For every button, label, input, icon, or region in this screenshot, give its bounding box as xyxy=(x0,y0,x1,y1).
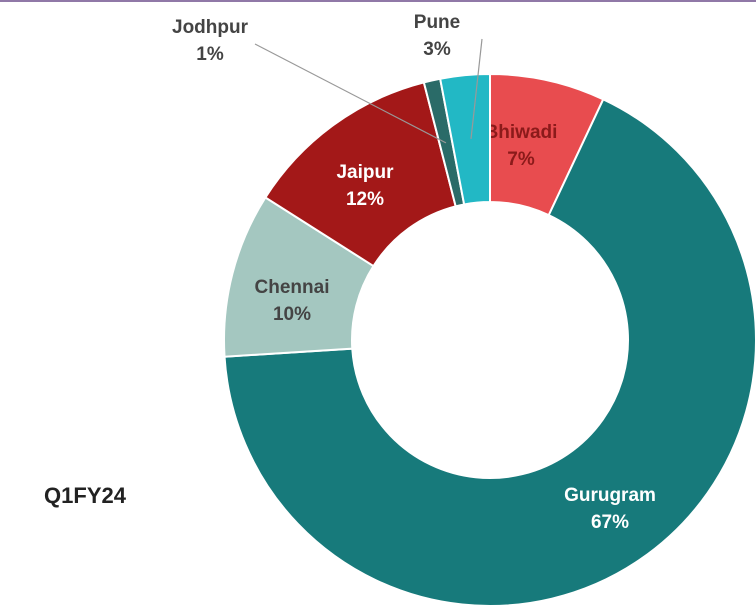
slice-value-label: 3% xyxy=(423,39,451,60)
slice-value-label: 7% xyxy=(507,149,535,170)
leader-line xyxy=(470,38,483,139)
slice-label: Pune xyxy=(414,12,460,33)
leader-line xyxy=(254,43,447,144)
slice-label: Jaipur xyxy=(336,162,394,183)
slice-value-label: 10% xyxy=(273,304,311,325)
slice-value-label: 12% xyxy=(346,189,384,210)
slice-label: Bhiwadi xyxy=(485,122,558,143)
slice-label: Chennai xyxy=(255,277,330,298)
slice-label: Gurugram xyxy=(564,485,656,506)
donut-slice xyxy=(438,72,491,206)
chart-title: Q1FY24 xyxy=(44,483,127,508)
slice-value-label: 1% xyxy=(196,44,224,65)
donut-slice xyxy=(223,97,756,607)
slice-value-label: 67% xyxy=(591,512,629,533)
slice-label: Jodhpur xyxy=(172,17,249,38)
